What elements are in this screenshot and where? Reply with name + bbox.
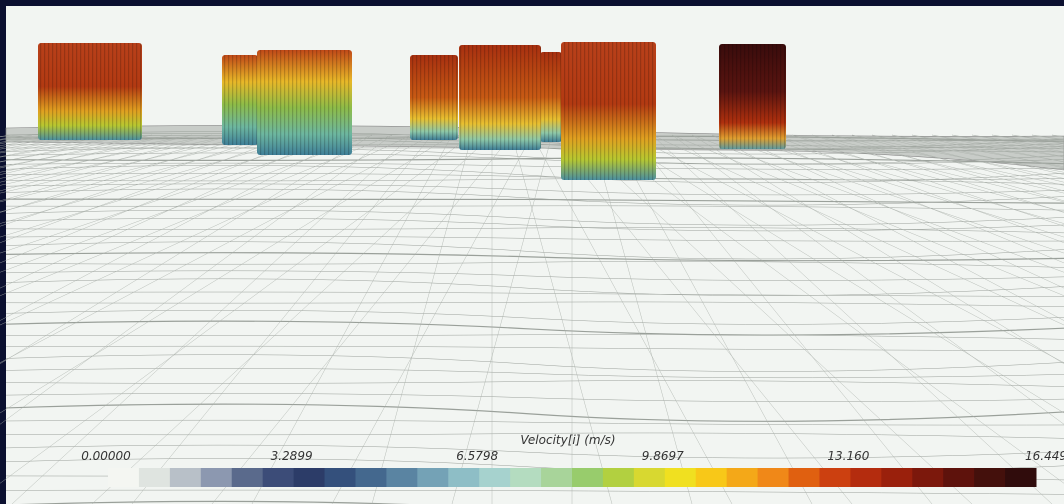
panel-rods <box>222 55 258 145</box>
colorbar-swatch <box>1005 468 1036 487</box>
colorbar-title: Velocity[i] (m/s) <box>520 433 615 447</box>
colorbar-swatch <box>850 468 881 487</box>
colorbar-label: 13.160 <box>827 449 869 463</box>
colorbar-label: 3.2899 <box>271 449 313 463</box>
panel-rods <box>540 52 562 142</box>
panel-rods <box>257 50 352 155</box>
colorbar-swatch <box>417 468 448 487</box>
colorbar-swatch <box>974 468 1005 487</box>
colorbar-swatch <box>696 468 727 487</box>
colorbar-swatch <box>325 468 356 487</box>
colorbar-swatch <box>665 468 696 487</box>
colorbar-swatch <box>448 468 479 487</box>
colorbar-swatch <box>727 468 758 487</box>
colorbar-swatch <box>912 468 943 487</box>
colorbar-label: 0.00000 <box>81 449 131 463</box>
colorbar-swatch <box>819 468 850 487</box>
colorbar-label: 16.449 <box>1025 449 1064 463</box>
page: Velocity[i] (m/s) 0.00000 3.2899 6.5798 9.8… <box>0 0 1064 504</box>
panel-rods <box>459 45 541 150</box>
visualization: Velocity[i] (m/s) 0.00000 3.2899 6.5798 9.8… <box>0 0 1064 504</box>
colorbar-swatch <box>789 468 820 487</box>
colorbar-swatch <box>479 468 510 487</box>
colorbar-swatch <box>355 468 386 487</box>
colorbar-swatch <box>263 468 294 487</box>
colorbar-swatch <box>232 468 263 487</box>
colorbar-swatch <box>139 468 170 487</box>
colorbar <box>108 468 1037 487</box>
colorbar-swatch <box>881 468 912 487</box>
panel-rods <box>38 43 142 140</box>
colorbar-swatch <box>294 468 325 487</box>
colorbar-swatch <box>510 468 541 487</box>
colorbar-swatch <box>170 468 201 487</box>
colorbar-label: 6.5798 <box>456 449 498 463</box>
colorbar-swatch <box>634 468 665 487</box>
colorbar-swatch <box>943 468 974 487</box>
colorbar-swatch <box>572 468 603 487</box>
colorbar-swatch <box>386 468 417 487</box>
panel-rods <box>719 44 786 149</box>
colorbar-swatch <box>201 468 232 487</box>
panel-rods <box>410 55 458 140</box>
colorbar-swatch <box>541 468 572 487</box>
colorbar-swatch <box>758 468 789 487</box>
panel-rods <box>561 42 656 180</box>
colorbar-swatch <box>603 468 634 487</box>
colorbar-label: 9.8697 <box>642 449 684 463</box>
colorbar-swatch <box>108 468 139 487</box>
